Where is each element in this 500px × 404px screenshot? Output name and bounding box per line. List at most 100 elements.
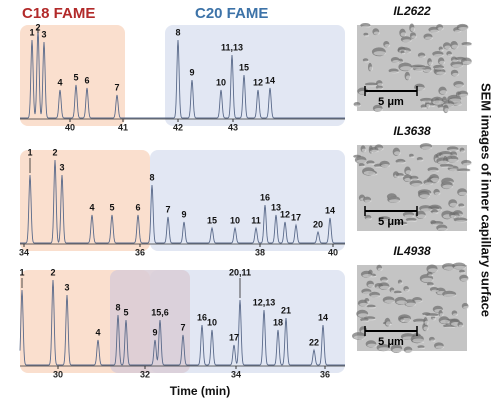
rim (359, 302, 369, 307)
rim (421, 277, 434, 283)
rim (390, 71, 400, 74)
rim (432, 100, 444, 105)
rim (460, 271, 466, 274)
rim (411, 183, 423, 187)
rim (444, 326, 456, 329)
peak-label: 5 (123, 307, 128, 317)
rim (449, 202, 458, 207)
peak-label: 1 (27, 147, 32, 157)
rim (404, 288, 410, 292)
rim (424, 320, 429, 326)
rim (360, 165, 366, 168)
rim (363, 170, 376, 176)
rim (440, 319, 450, 324)
rim (454, 29, 462, 33)
rim (433, 53, 444, 57)
peak-label: 4 (57, 77, 62, 87)
peak-label: 7 (114, 82, 119, 92)
rim (429, 169, 440, 173)
rim (361, 320, 370, 323)
peak-label: 8 (115, 302, 120, 312)
rim (367, 343, 377, 348)
rim (411, 35, 417, 39)
rim (429, 29, 440, 33)
rim (366, 84, 379, 87)
sem-label: IL4938 (393, 244, 431, 258)
rim (407, 220, 418, 222)
rim (444, 108, 450, 113)
chromatogram (20, 159, 345, 244)
rim (400, 66, 413, 71)
rim (431, 289, 439, 293)
peak-label: 18 (273, 317, 283, 327)
rim (455, 220, 468, 223)
rim (410, 27, 416, 32)
tick-label: 41 (118, 122, 128, 132)
rim (405, 349, 413, 353)
rim (430, 177, 440, 183)
rim (364, 199, 372, 203)
rim (437, 27, 444, 31)
rim (442, 184, 454, 189)
rim (397, 175, 405, 178)
rim (447, 53, 453, 57)
rim (399, 282, 403, 285)
region (20, 150, 150, 251)
tick-label: 40 (328, 247, 338, 257)
rim (369, 66, 373, 71)
rim (419, 55, 426, 58)
rim (448, 149, 459, 152)
peak-label: 21 (281, 305, 291, 315)
rim (421, 106, 428, 109)
peak-label: 9 (152, 327, 157, 337)
peak-label: 6 (135, 202, 140, 212)
scale-label: 5 μm (378, 336, 404, 348)
rim (410, 178, 419, 181)
peak-label: 7 (165, 204, 170, 214)
rim (412, 66, 426, 69)
rim (414, 68, 425, 72)
rim (452, 64, 464, 68)
sem-image (353, 143, 472, 232)
sem-label: IL3638 (393, 124, 431, 138)
peak-label: 12 (280, 209, 290, 219)
rim (361, 25, 371, 28)
rim (365, 217, 372, 220)
peak-label: 17 (229, 332, 239, 342)
rim (458, 324, 464, 328)
rim (435, 345, 445, 349)
rim (404, 214, 415, 218)
rim (426, 315, 439, 318)
rim (410, 156, 415, 158)
rim (434, 191, 441, 196)
peak-label: 9 (189, 67, 194, 77)
sem-label: IL2622 (393, 4, 431, 18)
side-caption: SEM images of inner capillary surface (479, 83, 494, 317)
sem-image (353, 22, 473, 114)
rim (354, 104, 362, 107)
rim (443, 266, 456, 271)
tick-label: 34 (231, 369, 241, 379)
peak-label: 2 (52, 147, 57, 157)
rim (462, 60, 473, 65)
rim (428, 268, 438, 273)
peak-label: 5 (73, 72, 78, 82)
rim (396, 300, 408, 305)
peak-label: 10 (216, 77, 226, 87)
rim (373, 51, 387, 56)
peak-label: 14 (325, 205, 335, 215)
rim (400, 32, 407, 37)
chromatogram (19, 279, 345, 366)
rim (397, 161, 406, 164)
rim (460, 150, 466, 153)
peak-label: 20,11 (229, 267, 251, 277)
rim (371, 149, 379, 153)
tick-label: 43 (228, 122, 238, 132)
rim (432, 211, 439, 214)
rim (377, 267, 383, 271)
scale-label: 5 μm (378, 216, 404, 228)
peak-label: 10 (230, 215, 240, 225)
rim (377, 87, 384, 90)
peak-label: 2 (35, 22, 40, 32)
